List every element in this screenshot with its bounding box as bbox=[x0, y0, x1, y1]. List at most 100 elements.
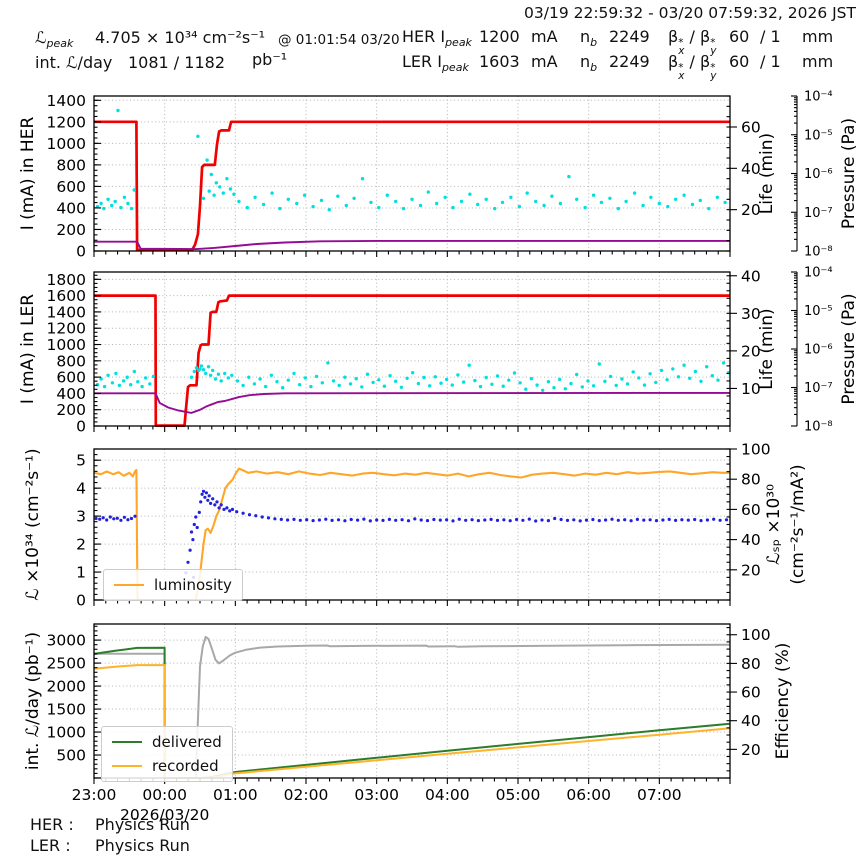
svg-text:01:00: 01:00 bbox=[213, 786, 258, 804]
ler-beta-label: β * x / β * y bbox=[668, 52, 717, 83]
svg-text:07:00: 07:00 bbox=[637, 786, 682, 804]
her-run-value: Physics Run bbox=[95, 815, 190, 834]
series-ler-current bbox=[94, 294, 730, 427]
svg-text:100: 100 bbox=[741, 441, 771, 459]
svg-text:200: 200 bbox=[56, 221, 86, 239]
svg-text:2: 2 bbox=[76, 536, 86, 554]
lpeak-value: 4.705 × 10³⁴ cm⁻²s⁻¹ bbox=[95, 28, 266, 47]
panel-integrated: 500 1000 1500 2000 2500 3000 20 40 60 80 100 int. ℒ… bbox=[23, 623, 793, 824]
ler-run-label: LER : bbox=[30, 836, 71, 855]
series-her-lifetime bbox=[95, 108, 727, 212]
ler-beta-v2: / 1 bbox=[760, 52, 781, 71]
series-efficiency bbox=[94, 635, 731, 779]
svg-text:40: 40 bbox=[741, 531, 761, 549]
series-ler-lifetime bbox=[95, 361, 731, 392]
svg-text:04:00: 04:00 bbox=[425, 786, 470, 804]
svg-text:Life (min): Life (min) bbox=[757, 133, 777, 214]
her-beta-v2: / 1 bbox=[760, 27, 781, 46]
svg-text:1000: 1000 bbox=[47, 135, 86, 153]
her-nb-label: n bbox=[580, 27, 591, 46]
svg-text:40: 40 bbox=[741, 267, 761, 285]
svg-text:40: 40 bbox=[741, 160, 761, 178]
series-ler-pressure bbox=[94, 391, 731, 414]
series-her-pressure bbox=[94, 239, 730, 251]
ler-current-unit: mA bbox=[531, 52, 558, 71]
her-ipeak-label: HER I bbox=[402, 27, 446, 46]
svg-text:100: 100 bbox=[741, 626, 771, 644]
svg-text:400: 400 bbox=[56, 199, 86, 217]
ler-current-value: 1603 bbox=[479, 52, 520, 71]
ler-nb-value: 2249 bbox=[609, 52, 650, 71]
series-her-current bbox=[94, 120, 730, 252]
svg-text:2026/03/20: 2026/03/20 bbox=[120, 806, 209, 824]
svg-text:1200: 1200 bbox=[47, 320, 86, 338]
svg-text:05:00: 05:00 bbox=[496, 786, 541, 804]
svg-text:00:00: 00:00 bbox=[142, 786, 187, 804]
delivered-legend-swatch bbox=[112, 741, 142, 743]
her-current-unit: mA bbox=[531, 27, 558, 46]
ler-nb-label: n bbox=[580, 52, 591, 71]
ler-beta-v1: 60 bbox=[729, 52, 750, 71]
svg-text:500: 500 bbox=[56, 747, 86, 765]
her-beta-unit: mm bbox=[802, 27, 834, 46]
svg-text:ℒ ×10³⁴ (cm⁻²s⁻¹): ℒ ×10³⁴ (cm⁻²s⁻¹) bbox=[23, 448, 43, 600]
svg-text:10⁻⁷: 10⁻⁷ bbox=[804, 381, 833, 396]
svg-text:I (mA) in HER: I (mA) in HER bbox=[18, 117, 38, 231]
lpeak-at-time: @ 01:01:54 03/20 bbox=[278, 32, 400, 48]
luminosity-legend-label: luminosity bbox=[154, 576, 232, 594]
lpeak-symbol: ℒ bbox=[35, 28, 47, 47]
svg-text:1600: 1600 bbox=[47, 287, 86, 305]
svg-text:06:00: 06:00 bbox=[566, 786, 611, 804]
her-run-label: HER : bbox=[30, 815, 74, 834]
recorded-legend-swatch bbox=[112, 765, 142, 767]
svg-text:1400: 1400 bbox=[47, 303, 86, 321]
svg-text:1800: 1800 bbox=[47, 271, 86, 289]
svg-text:Pressure (Pa): Pressure (Pa) bbox=[839, 118, 859, 229]
svg-text:1400: 1400 bbox=[47, 92, 86, 110]
svg-text:0: 0 bbox=[76, 418, 86, 436]
panel-her: 0 200 400 600 800 1000 1200 1400 20 40 60 I (mA) in… bbox=[18, 90, 859, 261]
ler-run-value: Physics Run bbox=[95, 836, 190, 855]
svg-text:I (mA) in LER: I (mA) in LER bbox=[18, 294, 38, 404]
svg-text:80: 80 bbox=[741, 655, 761, 673]
svg-text:20: 20 bbox=[741, 201, 761, 219]
ler-nb-sub: b bbox=[590, 61, 598, 75]
svg-text:600: 600 bbox=[56, 369, 86, 387]
svg-text:3000: 3000 bbox=[47, 632, 86, 650]
svg-text:10⁻⁴: 10⁻⁴ bbox=[804, 266, 833, 281]
svg-text:10⁻⁶: 10⁻⁶ bbox=[804, 343, 833, 358]
recorded-legend-label: recorded bbox=[152, 757, 219, 775]
svg-text:800: 800 bbox=[56, 352, 86, 370]
svg-text:200: 200 bbox=[56, 401, 86, 419]
svg-text:20: 20 bbox=[741, 342, 761, 360]
svg-text:4: 4 bbox=[76, 480, 86, 498]
svg-text:10⁻⁷: 10⁻⁷ bbox=[804, 206, 833, 221]
svg-text:10⁻⁵: 10⁻⁵ bbox=[804, 304, 833, 319]
svg-text:10⁻⁴: 10⁻⁴ bbox=[804, 90, 833, 105]
lpeak-label: ℒpeak bbox=[35, 28, 73, 50]
svg-text:1: 1 bbox=[76, 564, 86, 582]
ler-beta-unit: mm bbox=[802, 52, 834, 71]
her-current-value: 1200 bbox=[479, 27, 520, 46]
svg-text:Efficiency (%): Efficiency (%) bbox=[773, 643, 793, 760]
svg-text:60: 60 bbox=[741, 119, 761, 137]
her-beta-label: β * x / β * y bbox=[668, 27, 717, 58]
svg-text:80: 80 bbox=[741, 471, 761, 489]
svg-text:10⁻⁸: 10⁻⁸ bbox=[804, 420, 833, 435]
int-lum-unit: pb⁻¹ bbox=[252, 50, 288, 69]
svg-text:20: 20 bbox=[741, 561, 761, 579]
lpeak-sub: peak bbox=[46, 37, 74, 51]
svg-text:0: 0 bbox=[76, 243, 86, 261]
luminosity-legend: luminosity bbox=[103, 569, 243, 601]
svg-text:int. ℒ/day (pb⁻¹): int. ℒ/day (pb⁻¹) bbox=[23, 632, 43, 770]
luminosity-legend-swatch bbox=[114, 584, 144, 586]
her-ipeak-sub: peak bbox=[445, 36, 472, 50]
ler-ipeak-label: LER I bbox=[402, 52, 442, 71]
svg-text:800: 800 bbox=[56, 156, 86, 174]
svg-text:2500: 2500 bbox=[47, 655, 86, 673]
svg-text:02:00: 02:00 bbox=[284, 786, 329, 804]
svg-text:400: 400 bbox=[56, 385, 86, 403]
svg-text:60: 60 bbox=[741, 501, 761, 519]
